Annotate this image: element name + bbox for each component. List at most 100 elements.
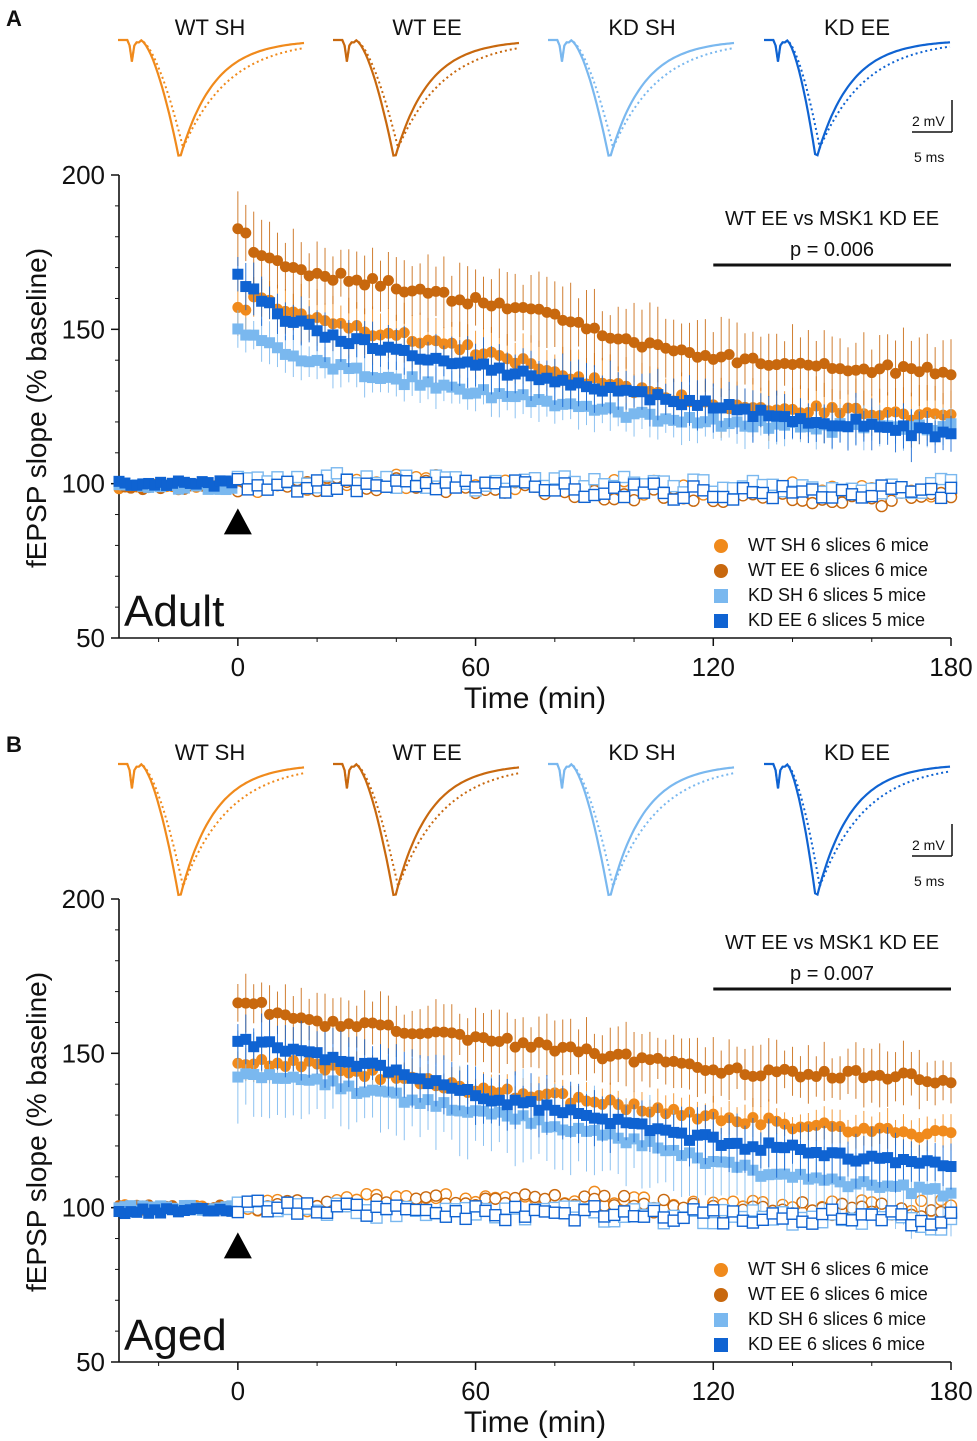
panel-b-baseline-point-kd_sh [143, 1201, 155, 1213]
panel-a-point-kd_ee [446, 358, 458, 370]
panel-a-control-point-kd_ee [419, 476, 433, 490]
panel-a-point-kd_sh [414, 379, 426, 391]
panel-a-point-kd_ee [866, 418, 878, 430]
panel-b-point-kd_ee [581, 1109, 593, 1121]
panel-a-point-kd_ee [699, 395, 711, 407]
panel-a-letter: A [6, 6, 22, 31]
panel-b-point-kd_ee [264, 1036, 276, 1048]
panel-a-control-point-kd_ee [944, 481, 958, 495]
panel-a-point-kd_ee [771, 410, 783, 422]
panel-a-point-kd_ee [739, 403, 751, 415]
panel-b-point-kd_sh [264, 1069, 276, 1081]
panel-b-point-wt_ee [620, 1048, 632, 1060]
panel-b-control-point-kd_ee [291, 1207, 304, 1220]
panel-a-scale-bar-time: 5 ms [914, 149, 944, 165]
panel-a-baseline-point-kd_ee [131, 479, 143, 491]
panel-a-point-wt_ee [509, 302, 521, 314]
panel-a-point-kd_sh [485, 392, 497, 404]
panel-a-point-kd_ee [406, 350, 418, 362]
panel-a-point-kd_ee [374, 344, 386, 356]
panel-a-trace-dotted-2 [548, 38, 735, 152]
panel-a-point-kd_sh [295, 355, 307, 367]
panel-b-point-kd_ee [501, 1099, 513, 1111]
panel-a-baseline-point-kd_sh [172, 483, 184, 495]
panel-a-point-kd_ee [256, 295, 268, 307]
panel-a-point-kd_sh [398, 379, 410, 391]
panel-a-scale-bar-voltage: 2 mV [912, 113, 945, 129]
panel-a-point-kd_ee [850, 413, 862, 425]
panel-b-control-point-wt_ee [598, 1189, 611, 1203]
panel-b-point-wt_ee [287, 1012, 299, 1024]
panel-a-control-point-kd_ee [608, 481, 621, 494]
panel-a-stimulus-marker [223, 508, 252, 535]
panel-a-point-kd_ee [684, 394, 696, 406]
panel-b-control-point-wt_ee [796, 1196, 809, 1209]
panel-b-point-kd_sh [834, 1176, 846, 1188]
panel-a-point-wt_ee [747, 352, 759, 364]
panel-a-point-wt_ee [588, 322, 600, 334]
panel-a-point-kd_ee [485, 364, 497, 376]
panel-a-x-axis-label: Time (min) [464, 682, 606, 715]
panel-b-point-kd_ee [945, 1161, 957, 1173]
panel-a-trace-label-wt-ee: WT EE [392, 15, 461, 40]
panel-b-point-kd_sh [810, 1172, 822, 1184]
panel-b-point-wt_sh [842, 1126, 854, 1138]
panel-a-point-kd_ee [755, 404, 767, 416]
panel-b-point-kd_sh [279, 1072, 291, 1084]
panel-a-point-kd_ee [327, 329, 339, 341]
panel-b-baseline-point-kd_ee [119, 1208, 131, 1220]
panel-a-point-kd_ee [343, 338, 355, 350]
panel-a-control-point-kd_ee [617, 490, 631, 504]
panel-a-point-wt_ee [921, 361, 933, 373]
panel-a-control-point-kd_ee [865, 489, 878, 503]
panel-a-x-tick-label: 120 [692, 652, 735, 682]
panel-a-y-tick-label: 100 [62, 469, 105, 499]
panel-b-point-kd_ee [573, 1107, 585, 1119]
panel-b-point-wt_sh [890, 1127, 902, 1139]
panel-b-point-kd_ee [303, 1046, 315, 1058]
panel-a-point-kd_sh [390, 373, 402, 385]
panel-a-point-kd_ee [874, 421, 886, 433]
panel-b-point-wt_ee [866, 1070, 878, 1082]
panel-a-point-wt_ee [493, 297, 505, 309]
panel-a-x-tick-label: 180 [929, 652, 972, 682]
panel-a-point-kd_sh [279, 348, 291, 360]
panel-a-point-kd_ee [668, 396, 680, 408]
panel-a-series-wt_ee [113, 191, 957, 496]
panel-a-point-wt_ee [382, 274, 394, 286]
panel-a-point-kd_ee [787, 416, 799, 428]
panel-b-point-kd_sh [763, 1169, 775, 1181]
panel-a-x-tick-label: 60 [461, 652, 490, 682]
panel-a-legend-entry-wt-ee: WT EE 6 slices 6 mice [748, 560, 928, 580]
panel-a-legend-entry-kd-sh: KD SH 6 slices 5 mice [748, 585, 926, 605]
panel-b-point-wt_ee [834, 1072, 846, 1084]
panel-b-point-kd_ee [763, 1137, 775, 1149]
panel-a-point-wt_ee [279, 261, 291, 273]
panel-b-x-tick-label: 60 [461, 1376, 490, 1406]
panel-a-baseline-point-kd_ee [214, 475, 226, 487]
panel-a-point-kd_ee [367, 343, 379, 355]
panel-a-control-point-kd_ee [459, 474, 472, 488]
panel-b-point-wt_sh [929, 1125, 941, 1137]
panel-a-control-point-kd_ee [657, 486, 670, 500]
panel-b-trace-dotted-0 [118, 762, 305, 890]
panel-a-control-point-kd_ee [340, 473, 354, 486]
panel-a-point-kd_ee [620, 384, 632, 396]
panel-b-point-kd_ee [477, 1093, 489, 1105]
panel-a-control-point-kd_ee [726, 493, 740, 506]
panel-b-point-kd_ee [684, 1134, 696, 1146]
panel-b-control-point-kd_ee [716, 1217, 730, 1230]
panel-b-trace-label-kd-ee: KD EE [824, 740, 890, 765]
panel-a-baseline-point-kd_ee [184, 477, 196, 489]
panel-a-point-kd_sh [573, 401, 585, 413]
panel-a-point-kd_ee [882, 421, 894, 433]
panel-a-point-kd_ee [295, 315, 307, 327]
panel-a-point-kd_ee [390, 343, 402, 355]
panel-b-control-point-kd_ee [707, 1204, 720, 1217]
panel-b-baseline-point-kd_ee [149, 1204, 161, 1216]
panel-b-point-kd_sh [398, 1096, 410, 1108]
panel-a-control-point-kd_ee [647, 477, 661, 490]
panel-b-control-point-kd_ee [895, 1208, 908, 1221]
panel-b-comparison-title: WT EE vs MSK1 KD EE [725, 932, 939, 954]
panel-a-point-kd_ee [454, 357, 466, 369]
